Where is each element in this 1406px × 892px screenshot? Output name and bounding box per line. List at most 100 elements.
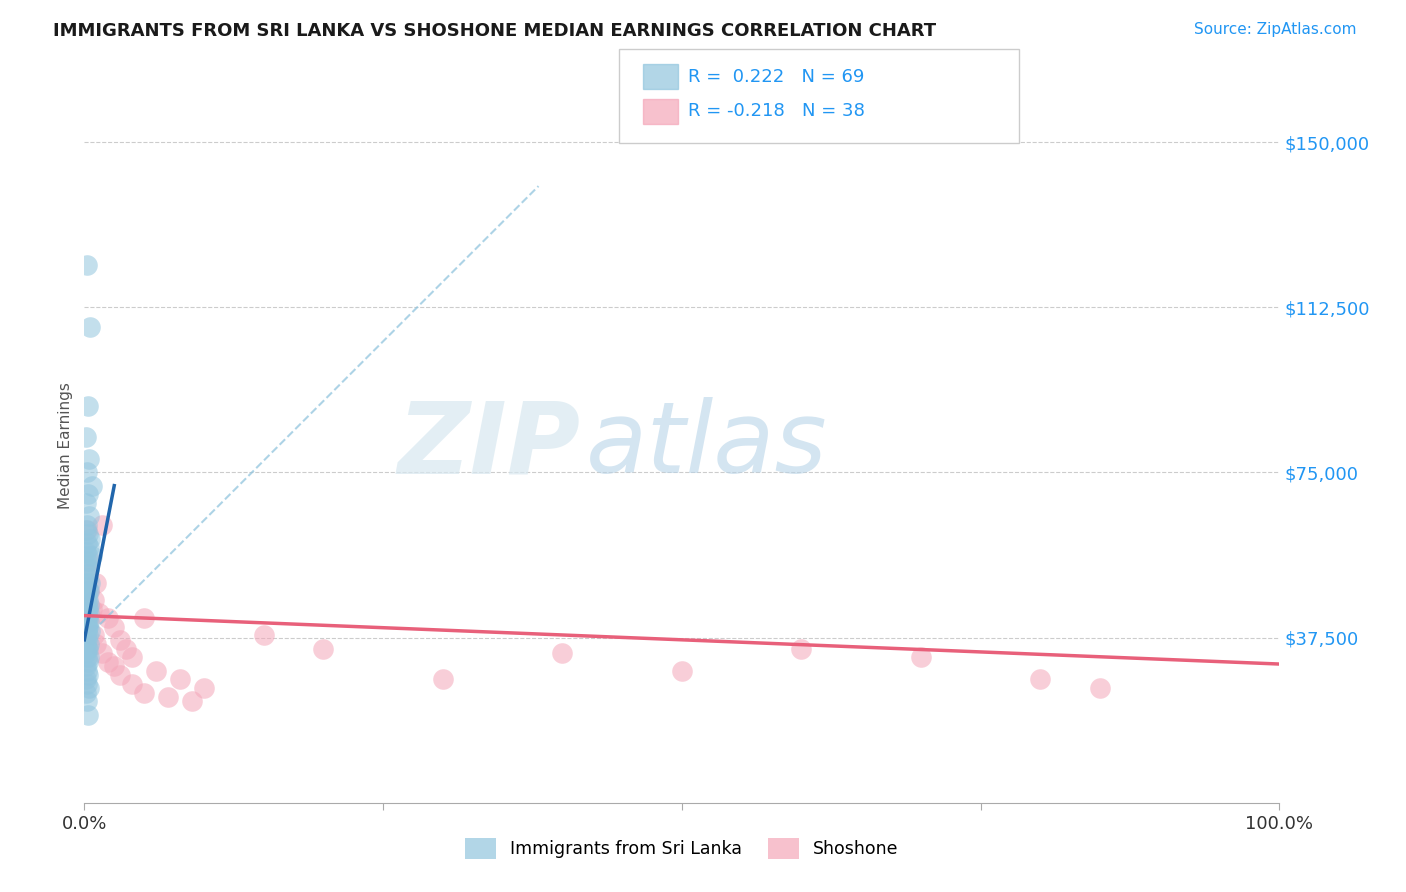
Point <box>77 566 100 581</box>
Point <box>77 637 100 651</box>
Point <box>432 673 454 687</box>
Point <box>77 681 100 696</box>
Point <box>1029 673 1052 687</box>
Point <box>79 624 101 638</box>
Point <box>77 584 100 599</box>
Point <box>76 580 98 594</box>
Point <box>145 664 167 678</box>
Point <box>91 518 114 533</box>
Point <box>121 650 143 665</box>
Point <box>253 628 276 642</box>
Point <box>77 562 100 576</box>
Point <box>110 632 132 647</box>
Point <box>80 549 103 563</box>
Point <box>77 607 100 621</box>
Point <box>75 558 97 572</box>
Point <box>75 575 97 590</box>
Point <box>80 478 103 492</box>
Point <box>75 589 97 603</box>
Point <box>75 646 97 660</box>
Point <box>790 641 813 656</box>
Point <box>77 619 100 633</box>
Point <box>76 694 98 708</box>
Point <box>79 320 101 334</box>
Point <box>76 566 98 581</box>
Point <box>75 686 97 700</box>
Point <box>97 611 120 625</box>
Point <box>97 655 120 669</box>
Point <box>76 523 98 537</box>
Point <box>181 694 204 708</box>
Point <box>132 611 156 625</box>
Point <box>77 509 100 524</box>
Point <box>76 553 98 567</box>
Point <box>75 602 97 616</box>
Point <box>75 637 97 651</box>
Point <box>75 659 97 673</box>
Point <box>76 624 98 638</box>
Point <box>132 686 156 700</box>
Point <box>75 619 97 633</box>
Point <box>75 496 97 510</box>
Point <box>77 400 100 414</box>
Point <box>77 584 100 599</box>
Y-axis label: Median Earnings: Median Earnings <box>58 383 73 509</box>
Point <box>76 598 98 612</box>
Point <box>77 571 100 585</box>
Point <box>76 641 98 656</box>
Point <box>76 466 98 480</box>
Point <box>75 430 97 444</box>
Point <box>77 615 100 630</box>
Point <box>75 615 97 630</box>
Point <box>77 615 100 630</box>
Point <box>83 593 105 607</box>
Point <box>77 527 100 541</box>
Point <box>79 553 101 567</box>
Point <box>87 607 110 621</box>
Point <box>103 659 125 673</box>
Point <box>75 628 97 642</box>
Point <box>551 646 574 660</box>
Text: R = -0.218   N = 38: R = -0.218 N = 38 <box>688 103 865 120</box>
Point <box>77 549 100 563</box>
Point <box>77 584 100 599</box>
Point <box>75 593 97 607</box>
Point <box>77 602 100 616</box>
Point <box>76 607 98 621</box>
Point <box>77 668 100 682</box>
Point <box>157 690 180 704</box>
Point <box>75 673 97 687</box>
Point <box>79 575 101 590</box>
Point <box>77 487 100 501</box>
Point <box>671 664 693 678</box>
Point <box>75 611 97 625</box>
Point <box>110 668 132 682</box>
Point <box>76 664 98 678</box>
Point <box>75 545 97 559</box>
Point <box>76 677 98 691</box>
Point <box>77 655 100 669</box>
Point <box>77 593 100 607</box>
Point <box>910 650 932 665</box>
Point <box>76 632 98 647</box>
Text: IMMIGRANTS FROM SRI LANKA VS SHOSHONE MEDIAN EARNINGS CORRELATION CHART: IMMIGRANTS FROM SRI LANKA VS SHOSHONE ME… <box>53 22 936 40</box>
Point <box>80 602 103 616</box>
Text: Source: ZipAtlas.com: Source: ZipAtlas.com <box>1194 22 1357 37</box>
Point <box>83 628 105 642</box>
Point <box>121 677 143 691</box>
Text: ZIP: ZIP <box>398 398 581 494</box>
Point <box>79 532 101 546</box>
Point <box>76 536 98 550</box>
Point <box>193 681 215 696</box>
Point <box>76 518 98 533</box>
Point <box>169 673 191 687</box>
Point <box>77 707 100 722</box>
Point <box>86 575 108 590</box>
Text: R =  0.222   N = 69: R = 0.222 N = 69 <box>688 68 863 86</box>
Point <box>76 589 98 603</box>
Point <box>115 641 138 656</box>
Point <box>76 650 98 665</box>
Point <box>86 637 108 651</box>
Legend: Immigrants from Sri Lanka, Shoshone: Immigrants from Sri Lanka, Shoshone <box>458 831 905 865</box>
Point <box>77 641 100 656</box>
